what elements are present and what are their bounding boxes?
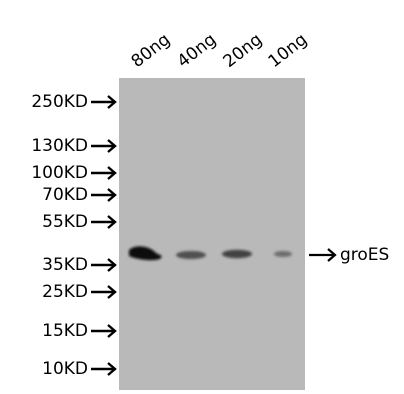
lane-label-3: 20ng [219,29,267,72]
lane-label-4: 10ng [264,29,312,72]
marker-35kd: 35KD [18,254,118,276]
band-lane-4 [274,251,292,257]
marker-55kd: 55KD [18,211,118,233]
marker-label: 35KD [42,255,88,275]
marker-label: 70KD [42,185,88,205]
marker-label: 55KD [42,212,88,232]
right-arrow-icon [91,215,117,229]
right-arrow-icon [309,248,337,262]
marker-15kd: 15KD [18,320,118,342]
marker-label: 25KD [42,282,88,302]
target-name: groES [340,245,390,265]
right-arrow-icon [91,324,117,338]
right-arrow-icon [91,285,117,299]
blot-bands [129,246,292,261]
lane-label-2: 40ng [173,29,221,72]
marker-25kd: 25KD [18,281,118,303]
target-protein-label: groES [308,244,389,266]
marker-label: 15KD [42,321,88,341]
blot-membrane [119,78,305,390]
marker-100kd: 100KD [18,162,118,184]
marker-10kd: 10KD [18,358,118,380]
right-arrow-icon [91,166,117,180]
lane-label-1: 80ng [127,29,175,72]
marker-label: 100KD [31,163,88,183]
band-lane-1 [129,246,162,261]
marker-label: 250KD [31,92,88,112]
right-arrow-icon [91,95,117,109]
marker-250kd: 250KD [18,91,118,113]
right-arrow-icon [91,139,117,153]
marker-label: 10KD [42,359,88,379]
right-arrow-icon [91,188,117,202]
band-lane-2 [176,251,206,259]
marker-70kd: 70KD [18,184,118,206]
right-arrow-icon [91,362,117,376]
band-lane-3 [222,249,252,259]
marker-130kd: 130KD [18,135,118,157]
marker-label: 130KD [31,136,88,156]
right-arrow-icon [91,258,117,272]
